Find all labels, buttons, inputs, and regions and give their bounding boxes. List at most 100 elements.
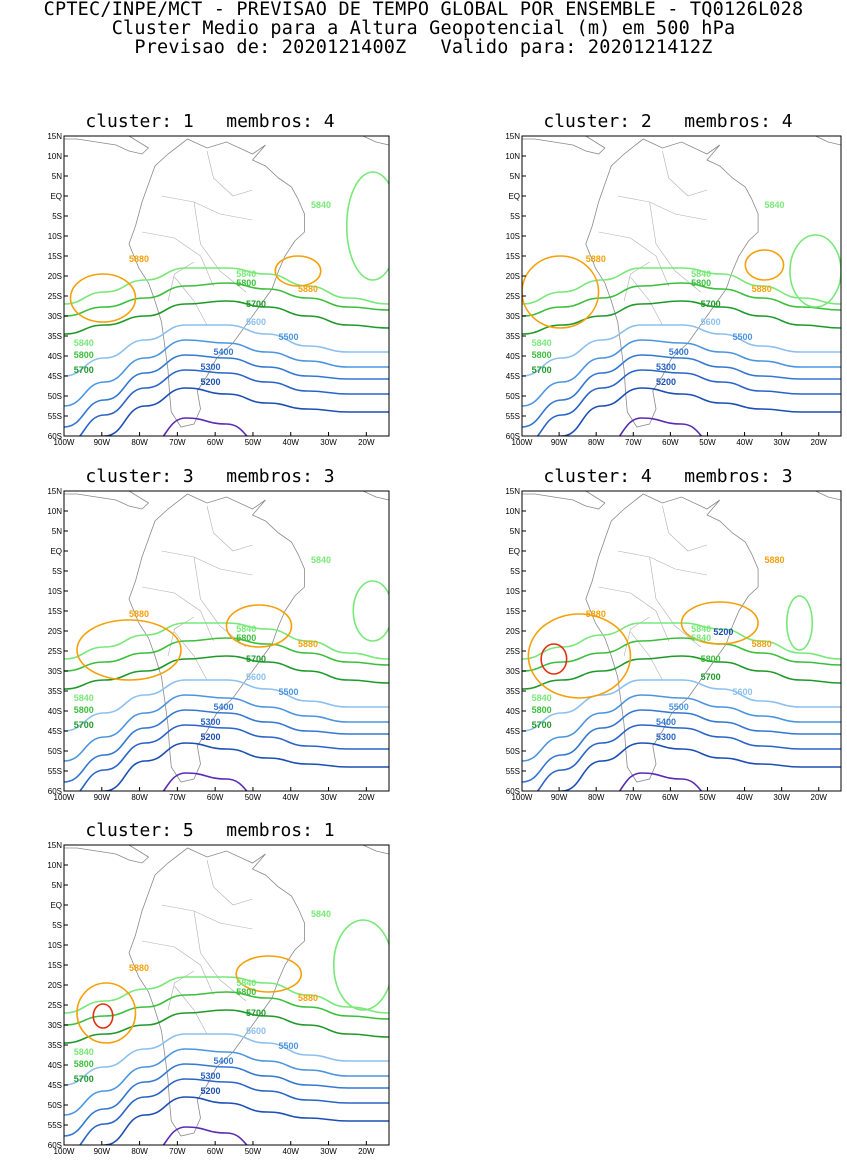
geopotential-high-contour <box>680 601 759 645</box>
lon-tick-label: 80W <box>131 1147 148 1156</box>
contour-label: 5880 <box>586 609 606 619</box>
country-border <box>617 550 708 576</box>
geopotential-contour <box>98 387 389 436</box>
lon-tick-label: 80W <box>131 793 148 802</box>
lon-tick-label: 20W <box>358 793 375 802</box>
lon-tick-label: 30W <box>320 438 337 447</box>
contour-label: 5840 <box>311 200 331 210</box>
lon-tick-label: 100W <box>54 1147 75 1156</box>
geopotential-contour <box>64 637 389 672</box>
contour-label: 5600 <box>246 1026 266 1036</box>
geopotential-high-contour <box>527 613 632 699</box>
contour-label: 5840 <box>311 909 331 919</box>
geopotential-contour <box>522 339 841 407</box>
contour-label: 5800 <box>236 278 256 288</box>
map-plot: 5880588058405840584058005800570057005600… <box>505 133 842 447</box>
country-border <box>141 586 214 642</box>
lat-tick-label: 50S <box>48 1101 62 1110</box>
central-america-coastline <box>522 491 606 510</box>
country-border <box>623 261 650 302</box>
lat-tick-label: 50S <box>48 392 62 401</box>
lon-tick-label: 70W <box>625 438 642 447</box>
lat-tick-label: 25S <box>506 647 520 656</box>
lat-tick-label: 15N <box>505 133 520 141</box>
country-border <box>193 910 247 1002</box>
lon-tick-label: 90W <box>94 1147 111 1156</box>
geopotential-high-contour <box>235 955 303 993</box>
contour-label: 5880 <box>129 609 149 619</box>
country-border <box>630 276 663 326</box>
geopotential-contour <box>162 417 248 436</box>
geopotential-contour <box>78 369 389 436</box>
contour-label: 5700 <box>701 299 721 309</box>
country-border <box>174 631 208 681</box>
lat-tick-label: 55S <box>48 767 62 776</box>
lon-tick-label: 50W <box>245 438 262 447</box>
geopotential-contour <box>78 1078 389 1145</box>
lat-tick-label: 35S <box>506 687 520 696</box>
contour-label: 5800 <box>74 705 94 715</box>
contour-label: 5840 <box>236 269 256 279</box>
lon-tick-label: 100W <box>512 438 533 447</box>
africa-coastline <box>362 845 389 855</box>
map-plot: 5880588058405840584058005800570057005600… <box>47 842 390 1156</box>
contour-label: 5840 <box>532 338 552 348</box>
lat-tick-label: 10N <box>505 507 520 516</box>
panel-title: cluster: 5 membros: 1 <box>85 820 335 841</box>
geopotential-contour <box>556 387 841 436</box>
south-america-coastline <box>585 138 759 428</box>
lat-tick-label: 25S <box>48 647 62 656</box>
lat-tick-label: 60S <box>48 1141 62 1150</box>
lat-tick-label: 45S <box>506 727 520 736</box>
contour-label: 5800 <box>701 654 721 664</box>
contour-label: 5800 <box>74 350 94 360</box>
lat-tick-label: 25S <box>48 292 62 301</box>
contour-label: 5500 <box>733 332 753 342</box>
geopotential-contour <box>522 300 841 335</box>
geopotential-contour <box>536 724 841 791</box>
lat-tick-label: 5S <box>510 567 520 576</box>
geopotential-contour <box>64 976 389 1014</box>
country-border <box>206 150 253 197</box>
lat-tick-label: 55S <box>506 767 520 776</box>
plot-frame <box>63 490 390 792</box>
country-border <box>623 616 650 657</box>
contour-label: 5880 <box>298 284 318 294</box>
lon-tick-label: 60W <box>662 793 679 802</box>
country-border <box>141 940 214 996</box>
lat-tick-label: 25S <box>506 292 520 301</box>
contour-label: 5840 <box>691 633 711 643</box>
contour-label: 5300 <box>656 362 676 372</box>
contour-label: 5880 <box>298 993 318 1003</box>
lat-tick-label: 60S <box>506 432 520 441</box>
panel-title: cluster: 1 membros: 4 <box>85 111 335 132</box>
lon-tick-label: 80W <box>131 438 148 447</box>
contour-label: 5700 <box>74 720 94 730</box>
geopotential-contour <box>64 1009 389 1044</box>
lon-tick-label: 40W <box>283 438 300 447</box>
lat-tick-label: 15S <box>48 961 62 970</box>
central-america-coastline <box>64 136 150 155</box>
lon-tick-label: 90W <box>551 438 568 447</box>
geopotential-contour <box>64 354 389 428</box>
plot-frame <box>63 135 390 437</box>
geopotential-contour <box>64 1063 389 1137</box>
header-line-2: Cluster Medio para a Altura Geopotencial… <box>111 18 736 39</box>
geopotential-high-contour <box>76 619 182 681</box>
lat-tick-label: 40S <box>506 707 520 716</box>
geopotential-contour <box>64 282 389 317</box>
contour-label: 5400 <box>214 1056 234 1066</box>
lat-tick-label: 20S <box>48 627 62 636</box>
geopotential-contour <box>556 742 841 791</box>
geopotential-contour <box>522 637 841 672</box>
lat-tick-label: 5S <box>52 567 62 576</box>
lat-tick-label: 10S <box>506 587 520 596</box>
lon-tick-label: 20W <box>358 1147 375 1156</box>
geopotential-contour <box>64 267 389 305</box>
geopotential-contour <box>98 1096 389 1145</box>
lat-tick-label: 25S <box>48 1001 62 1010</box>
contour-label: 5200 <box>713 627 733 637</box>
south-america-coastline <box>128 493 305 783</box>
contour-label: 5500 <box>279 1041 299 1051</box>
lat-tick-label: 30S <box>48 312 62 321</box>
